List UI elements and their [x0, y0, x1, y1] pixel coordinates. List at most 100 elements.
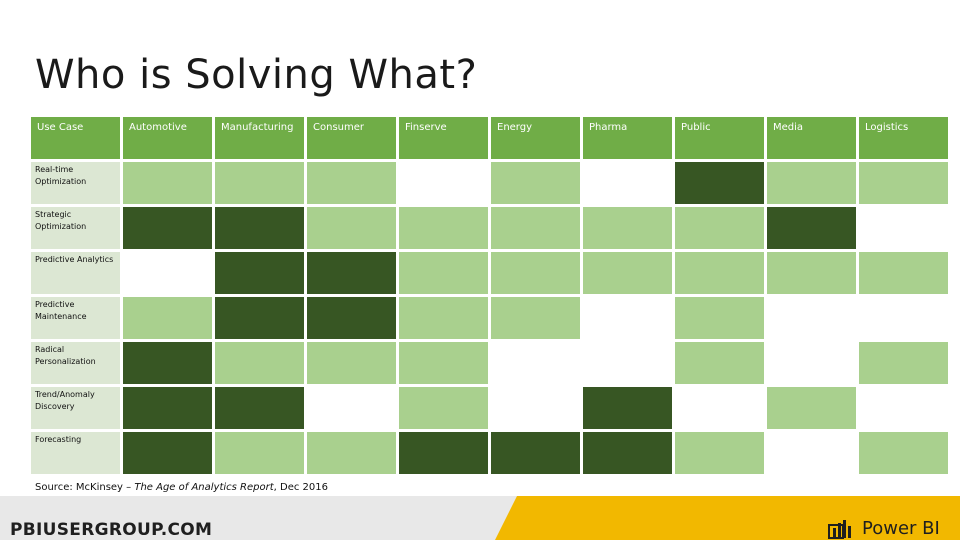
matrix-cell: [583, 297, 672, 339]
matrix-row: Real-time Optimization: [31, 162, 948, 204]
use-case-matrix: Use Case Automotive Manufacturing Consum…: [28, 114, 951, 477]
row-header-label: Predictive Analytics: [35, 255, 114, 264]
matrix-cell: [215, 387, 304, 429]
matrix-cell: [215, 432, 304, 474]
row-header: Strategic Optimization: [31, 207, 120, 249]
matrix-cell: [307, 252, 396, 294]
matrix-cell: [215, 162, 304, 204]
matrix-cell: [399, 342, 488, 384]
matrix-cell: [123, 252, 212, 294]
column-header-media: Media: [767, 117, 856, 159]
matrix-cell: [399, 252, 488, 294]
row-header: Real-time Optimization: [31, 162, 120, 204]
column-header-consumer: Consumer: [307, 117, 396, 159]
source-suffix: , Dec 2016: [273, 482, 328, 493]
column-header-label: Finserve: [405, 122, 447, 133]
matrix-cell: [675, 387, 764, 429]
matrix-cell: [307, 207, 396, 249]
column-header-pharma: Pharma: [583, 117, 672, 159]
matrix-cell: [491, 252, 580, 294]
matrix-header-row: Use Case Automotive Manufacturing Consum…: [31, 117, 948, 159]
column-header-manufacturing: Manufacturing: [215, 117, 304, 159]
power-bi-product-name: Power BI: [862, 518, 940, 539]
matrix-cell: [583, 342, 672, 384]
matrix-cell: [767, 342, 856, 384]
matrix-cell: [675, 342, 764, 384]
matrix-row: Radical Personalization: [31, 342, 948, 384]
row-header: Predictive Maintenance: [31, 297, 120, 339]
row-header: Radical Personalization: [31, 342, 120, 384]
matrix-cell: [399, 207, 488, 249]
matrix-cell: [767, 432, 856, 474]
column-header-label: Logistics: [865, 122, 909, 133]
row-header-label: Forecasting: [35, 435, 82, 444]
matrix-cell: [307, 297, 396, 339]
matrix-cell: [859, 207, 948, 249]
matrix-cell: [767, 207, 856, 249]
column-header-energy: Energy: [491, 117, 580, 159]
row-header-label: Real-time Optimization: [35, 165, 87, 186]
matrix-cell: [859, 342, 948, 384]
column-header-label: Energy: [497, 122, 533, 133]
matrix-cell: [307, 342, 396, 384]
matrix-cell: [215, 252, 304, 294]
matrix-row: Predictive Analytics: [31, 252, 948, 294]
matrix-cell: [491, 432, 580, 474]
matrix-cell: [215, 342, 304, 384]
column-header-logistics: Logistics: [859, 117, 948, 159]
brand-wordmark: PBIUSERGROUP.COM: [10, 520, 213, 540]
matrix-cell: [583, 207, 672, 249]
matrix-cell: [859, 387, 948, 429]
column-header-label: Public: [681, 122, 711, 133]
row-header: Trend/Anomaly Discovery: [31, 387, 120, 429]
matrix-cell: [675, 432, 764, 474]
column-header-label: Manufacturing: [221, 122, 294, 133]
matrix-cell: [399, 387, 488, 429]
row-header-label: Radical Personalization: [35, 345, 96, 366]
row-header-label: Strategic Optimization: [35, 210, 87, 231]
matrix-cell: [859, 162, 948, 204]
column-header-label: Media: [773, 122, 804, 133]
matrix-cell: [123, 207, 212, 249]
matrix-cell: [859, 297, 948, 339]
matrix-cell: [123, 387, 212, 429]
source-citation: Source: McKinsey – The Age of Analytics …: [35, 482, 328, 493]
matrix-body: Real-time Optimization Strategic Optimiza…: [31, 162, 948, 474]
slide-title: Who is Solving What?: [35, 52, 478, 98]
corner-header: Use Case: [31, 117, 120, 159]
source-prefix: Source: McKinsey –: [35, 482, 135, 493]
column-header-finserve: Finserve: [399, 117, 488, 159]
matrix-cell: [583, 432, 672, 474]
matrix-cell: [675, 207, 764, 249]
row-header-label: Predictive Maintenance: [35, 300, 87, 321]
matrix-cell: [583, 252, 672, 294]
matrix-cell: [767, 162, 856, 204]
matrix-cell: [399, 432, 488, 474]
matrix-cell: [307, 387, 396, 429]
matrix-cell: [491, 387, 580, 429]
matrix-cell: [307, 162, 396, 204]
matrix-row: Forecasting: [31, 432, 948, 474]
corner-header-label: Use Case: [37, 122, 84, 133]
matrix-cell: [583, 387, 672, 429]
matrix-cell: [123, 342, 212, 384]
matrix-cell: [767, 252, 856, 294]
matrix-cell: [123, 162, 212, 204]
matrix-cell: [583, 162, 672, 204]
column-header-public: Public: [675, 117, 764, 159]
source-report-title: The Age of Analytics Report: [134, 482, 274, 493]
footer-accent-band: [495, 496, 960, 540]
matrix-cell: [675, 162, 764, 204]
column-header-label: Consumer: [313, 122, 364, 133]
matrix-cell: [491, 342, 580, 384]
matrix-cell: [307, 432, 396, 474]
matrix-cell: [399, 297, 488, 339]
column-header-label: Pharma: [589, 122, 628, 133]
column-header-automotive: Automotive: [123, 117, 212, 159]
matrix-cell: [767, 297, 856, 339]
matrix-cell: [491, 162, 580, 204]
matrix-cell: [491, 207, 580, 249]
matrix-cell: [859, 432, 948, 474]
matrix-cell: [767, 387, 856, 429]
matrix-cell: [215, 207, 304, 249]
